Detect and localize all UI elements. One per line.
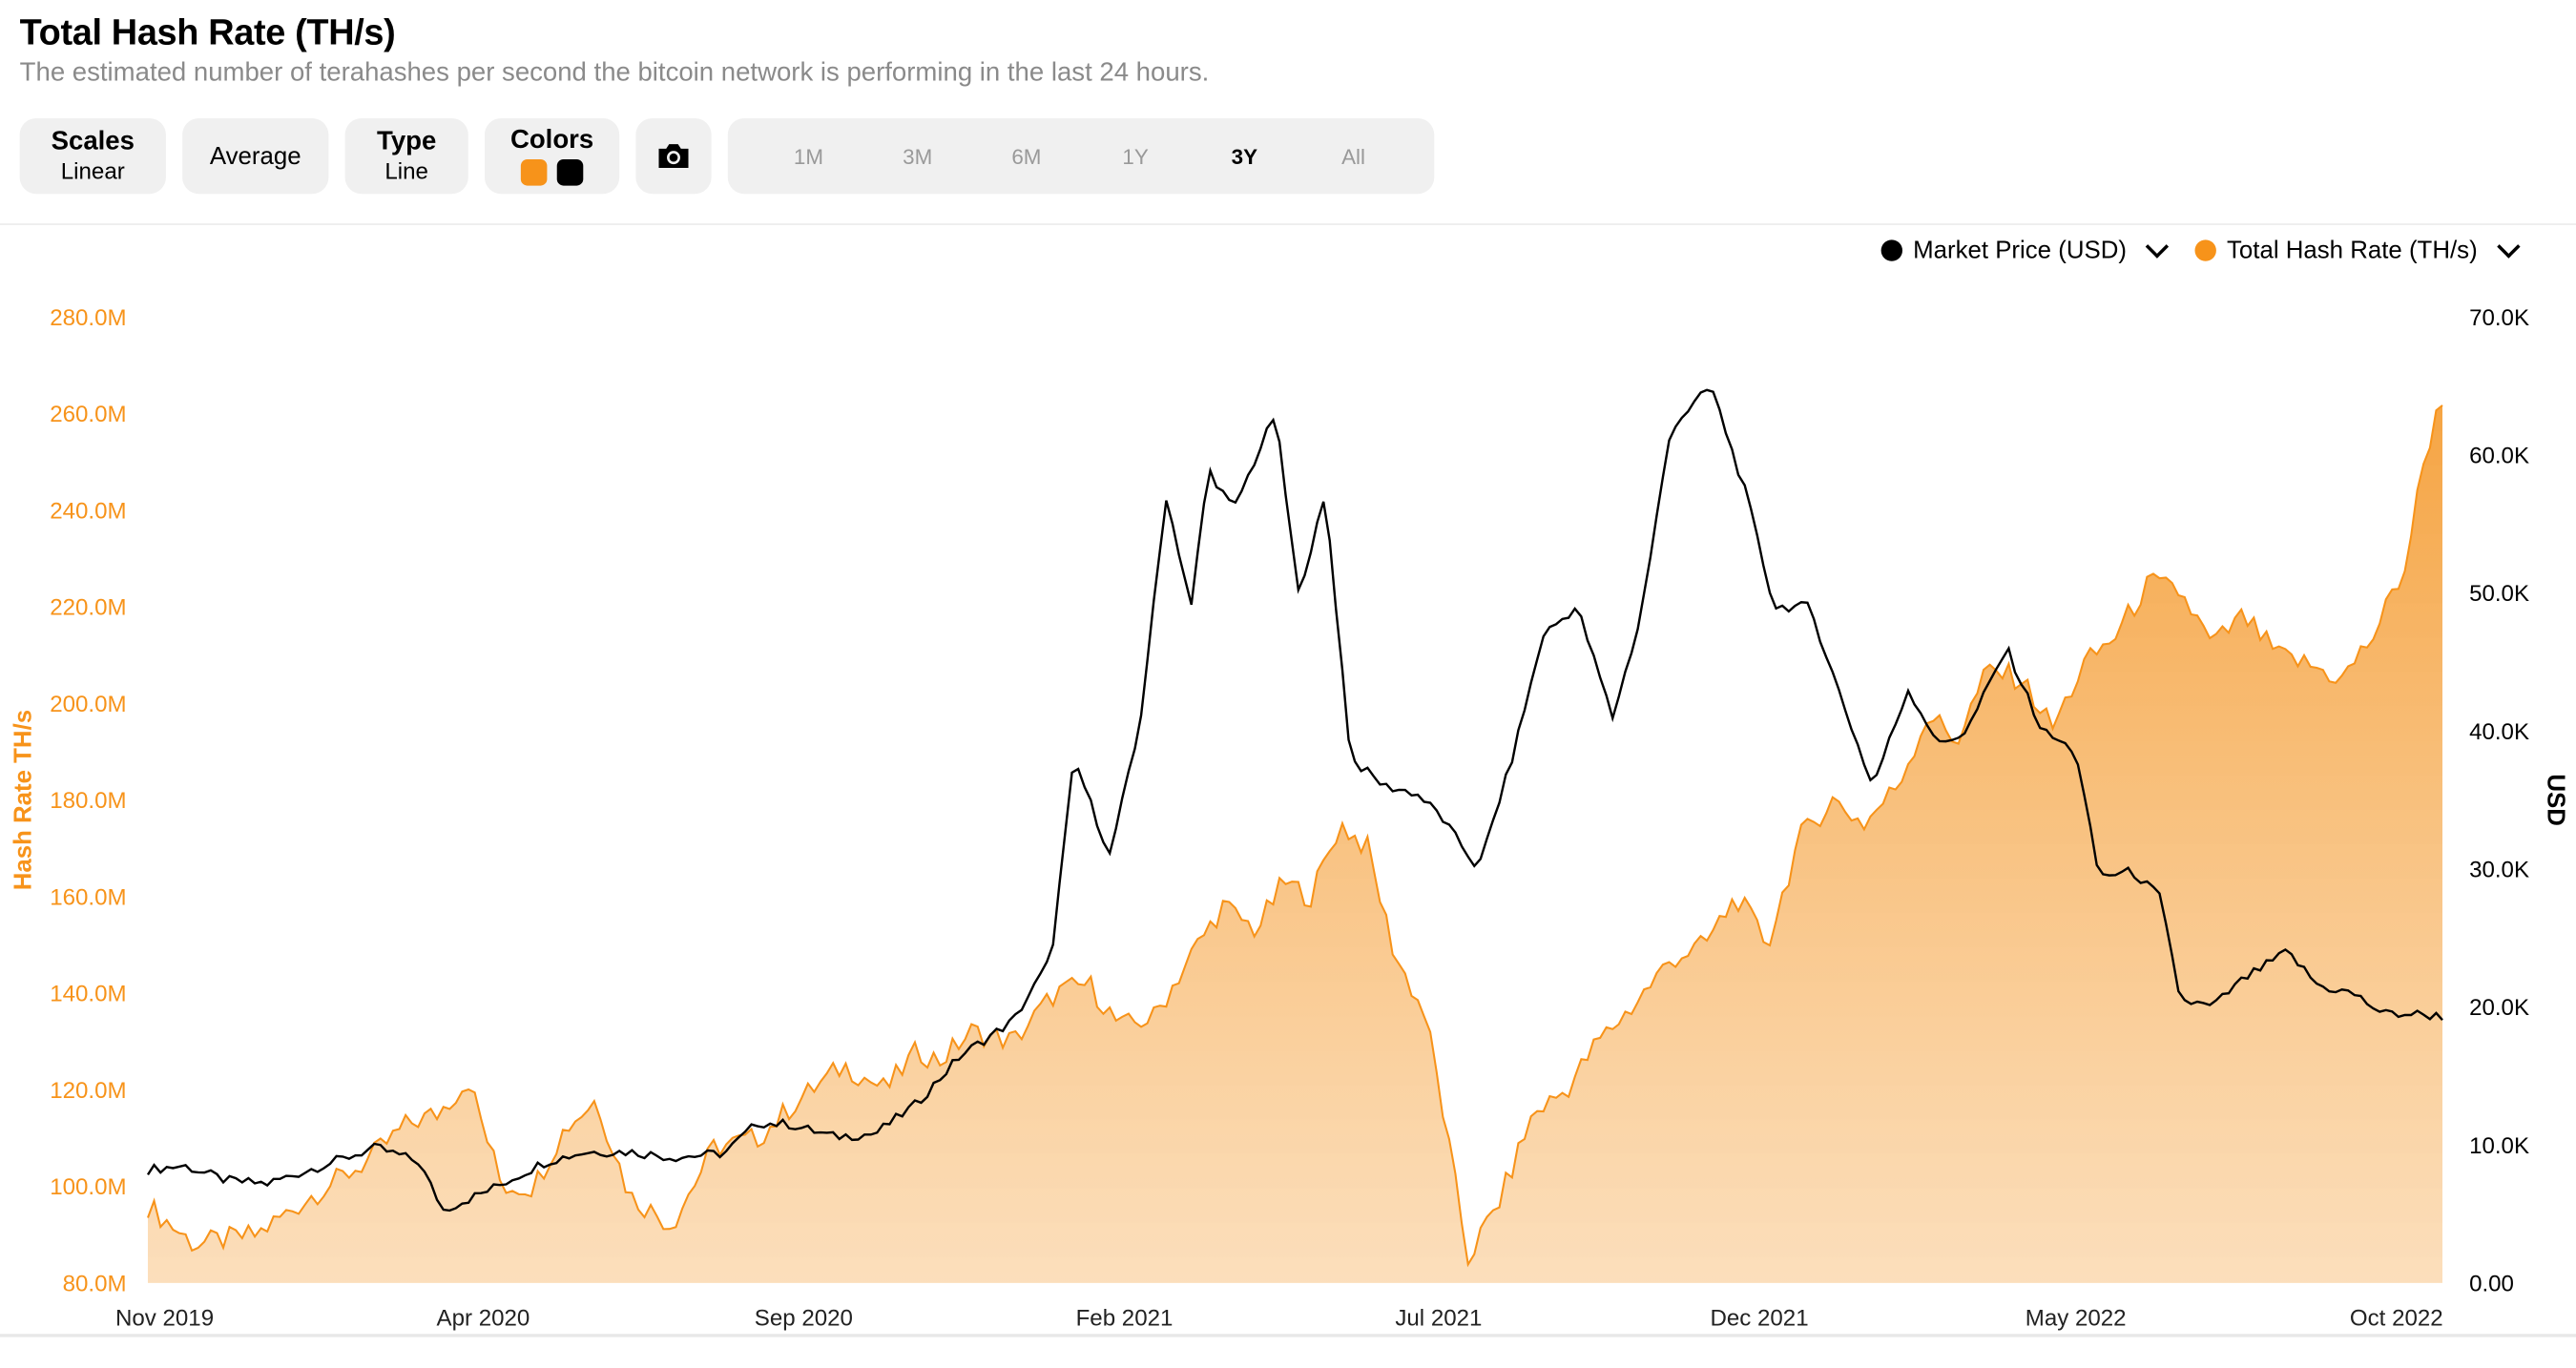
y-tick-label-left: 140.0M <box>50 982 126 1007</box>
series-line-hash-rate <box>147 404 2443 1268</box>
legend-item-market-price[interactable]: Market Price (USD) <box>1881 234 2170 265</box>
color-swatch-price[interactable] <box>556 159 584 186</box>
type-button[interactable]: Type Line <box>344 117 468 195</box>
y-tick-label-right: 60.0K <box>2469 444 2529 469</box>
y-tick-label-left: 260.0M <box>50 402 126 427</box>
legend-dot-market-price <box>1881 239 1903 261</box>
chart-toolbar: Scales Linear Average Type Line Colors 1… <box>19 117 1435 195</box>
colors-label: Colors <box>509 126 594 155</box>
y-tick-label-right: 40.0K <box>2469 719 2529 745</box>
y-tick-label-left: 200.0M <box>50 692 126 717</box>
average-button[interactable]: Average <box>182 117 329 195</box>
y-tick-label-right: 20.0K <box>2469 995 2529 1021</box>
series-area-hash-rate <box>147 404 2443 1283</box>
x-tick-label: Jul 2021 <box>1395 1306 1482 1332</box>
header-divider <box>0 223 2576 225</box>
scales-label: Scales <box>51 127 135 155</box>
color-swatch-hashrate[interactable] <box>520 159 548 186</box>
legend-dot-hash-rate <box>2195 239 2217 261</box>
y-tick-label-left: 80.0M <box>63 1271 127 1296</box>
average-label: Average <box>209 141 301 171</box>
range-3y[interactable]: 3Y <box>1231 143 1258 169</box>
x-tick-label: Oct 2022 <box>2350 1306 2443 1332</box>
type-value: Line <box>384 156 428 183</box>
series-line-market-price <box>146 388 2443 1213</box>
hash-rate-chart: 80.0M 100.0M 120.0M 140.0M 160.0M 180.0M 200.0… <box>10 305 2569 1332</box>
colors-button[interactable]: Colors <box>484 117 620 195</box>
legend-item-hash-rate[interactable]: Total Hash Rate (TH/s) <box>2195 234 2521 265</box>
x-tick-label: Feb 2021 <box>1076 1306 1174 1332</box>
type-label: Type <box>377 127 437 155</box>
scales-value: Linear <box>60 156 125 183</box>
page-subtitle: The estimated number of terahashes per s… <box>19 58 1210 88</box>
range-1m[interactable]: 1M <box>793 143 824 169</box>
range-all[interactable]: All <box>1341 143 1365 169</box>
y-tick-label-left: 240.0M <box>50 498 126 524</box>
time-range-selector: 1M 3M 6M 1Y 3Y All <box>727 117 1435 195</box>
x-tick-label: Sep 2020 <box>755 1306 853 1332</box>
y-tick-label-right: 30.0K <box>2469 858 2529 883</box>
y-tick-label-left: 280.0M <box>50 305 126 331</box>
range-3m[interactable]: 3M <box>903 143 933 169</box>
x-tick-label: Dec 2021 <box>1710 1306 1808 1332</box>
y-tick-label-right: 50.0K <box>2469 581 2529 607</box>
footer-divider <box>0 1334 2576 1337</box>
chart-legend: Market Price (USD) Total Hash Rate (TH/s… <box>1881 234 2521 265</box>
y-axis-title-left: Hash Rate TH/s <box>10 710 37 890</box>
range-6m[interactable]: 6M <box>1011 143 1042 169</box>
screenshot-button[interactable] <box>635 117 712 195</box>
camera-icon <box>658 144 689 168</box>
x-tick-label: May 2022 <box>2025 1306 2127 1332</box>
legend-label-market-price: Market Price (USD) <box>1913 236 2127 265</box>
y-axis-title-right: USD <box>2543 774 2569 826</box>
x-tick-label: Apr 2020 <box>437 1306 530 1332</box>
y-tick-label-left: 180.0M <box>50 788 126 814</box>
legend-label-hash-rate: Total Hash Rate (TH/s) <box>2227 236 2478 265</box>
scales-button[interactable]: Scales Linear <box>19 117 166 195</box>
page-title: Total Hash Rate (TH/s) <box>19 11 396 53</box>
y-tick-label-right: 0.00 <box>2469 1271 2514 1296</box>
y-tick-label-left: 120.0M <box>50 1078 126 1104</box>
range-1y[interactable]: 1Y <box>1122 143 1149 169</box>
x-tick-label: Nov 2019 <box>115 1306 214 1332</box>
y-tick-label-right: 70.0K <box>2469 305 2529 331</box>
y-tick-label-left: 100.0M <box>50 1174 126 1200</box>
y-tick-label-left: 220.0M <box>50 595 126 621</box>
y-tick-label-right: 10.0K <box>2469 1133 2529 1159</box>
y-tick-label-left: 160.0M <box>50 884 126 910</box>
